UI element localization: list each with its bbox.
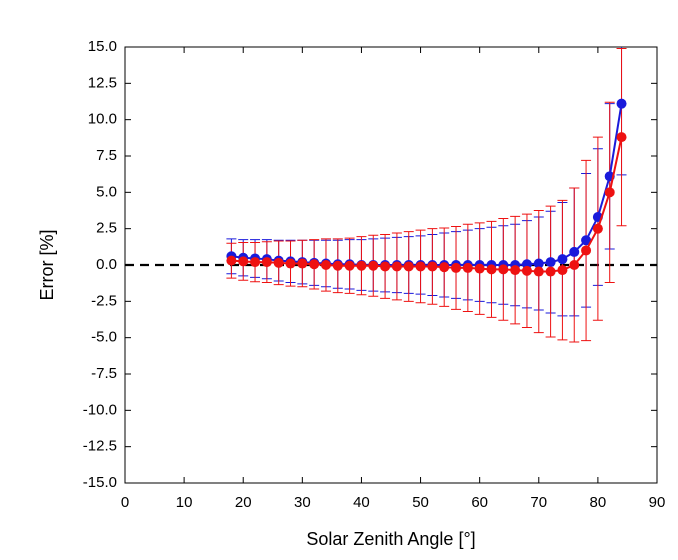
x-tick-label: 80	[590, 494, 607, 511]
data-point	[581, 245, 592, 256]
data-point	[486, 264, 497, 275]
data-point	[545, 257, 556, 268]
y-tick-label: -2.5	[91, 292, 117, 309]
x-tick-label: 10	[176, 494, 193, 511]
data-point	[569, 260, 580, 270]
y-tick-label: -12.5	[83, 438, 117, 455]
data-point	[462, 262, 473, 273]
y-tick-label: 10.0	[88, 111, 117, 128]
data-point	[250, 257, 261, 268]
data-point	[521, 265, 532, 276]
x-tick-label: 90	[649, 494, 666, 511]
data-point	[451, 262, 462, 273]
x-tick-label: 50	[412, 494, 429, 511]
y-tick-label: 0.0	[96, 256, 117, 273]
series-line	[231, 136, 623, 273]
data-point	[368, 260, 379, 271]
data-point	[545, 266, 556, 277]
data-point	[391, 261, 402, 272]
x-axis-label: Solar Zenith Angle [°]	[306, 529, 475, 549]
y-tick-label: 2.5	[96, 220, 117, 237]
series-line	[231, 103, 623, 266]
x-tick-label: 30	[294, 494, 311, 511]
data-point	[581, 235, 592, 246]
data-point	[273, 257, 284, 268]
data-point	[439, 262, 450, 273]
data-point	[238, 256, 249, 267]
data-point	[261, 257, 272, 268]
data-point	[557, 265, 568, 276]
data-point	[226, 255, 237, 266]
data-point	[320, 260, 331, 270]
data-point	[533, 266, 544, 277]
data-point	[297, 258, 308, 269]
data-point	[557, 254, 568, 265]
data-point	[616, 98, 627, 109]
data-point	[380, 261, 391, 272]
x-tick-label: 40	[353, 494, 370, 511]
y-tick-label: -7.5	[91, 365, 117, 382]
x-tick-label: 70	[530, 494, 547, 511]
data-point	[498, 264, 509, 275]
data-point	[604, 187, 615, 198]
data-point	[403, 261, 414, 272]
data-point	[427, 261, 438, 272]
y-axis-label: Error [%]	[37, 229, 57, 300]
x-tick-label: 20	[235, 494, 252, 511]
y-tick-label: 15.0	[88, 38, 117, 55]
data-point	[616, 132, 627, 143]
data-point	[415, 261, 426, 272]
data-point	[285, 258, 296, 269]
y-tick-label: -15.0	[83, 474, 117, 491]
x-tick-label: 0	[121, 494, 129, 511]
y-tick-label: 12.5	[88, 74, 117, 91]
data-point	[344, 260, 355, 271]
data-point	[332, 260, 343, 271]
data-point	[592, 223, 603, 234]
y-tick-label: 7.5	[96, 147, 117, 164]
y-tick-label: -5.0	[91, 329, 117, 346]
x-tick-label: 60	[471, 494, 488, 511]
data-point	[510, 265, 521, 276]
plot-area	[125, 47, 657, 343]
data-point	[309, 259, 320, 270]
data-point	[533, 258, 544, 269]
data-point	[356, 260, 367, 271]
data-point	[569, 246, 580, 257]
y-tick-label: -10.0	[83, 401, 117, 418]
y-tick-label: 5.0	[96, 183, 117, 200]
data-point	[474, 263, 485, 274]
